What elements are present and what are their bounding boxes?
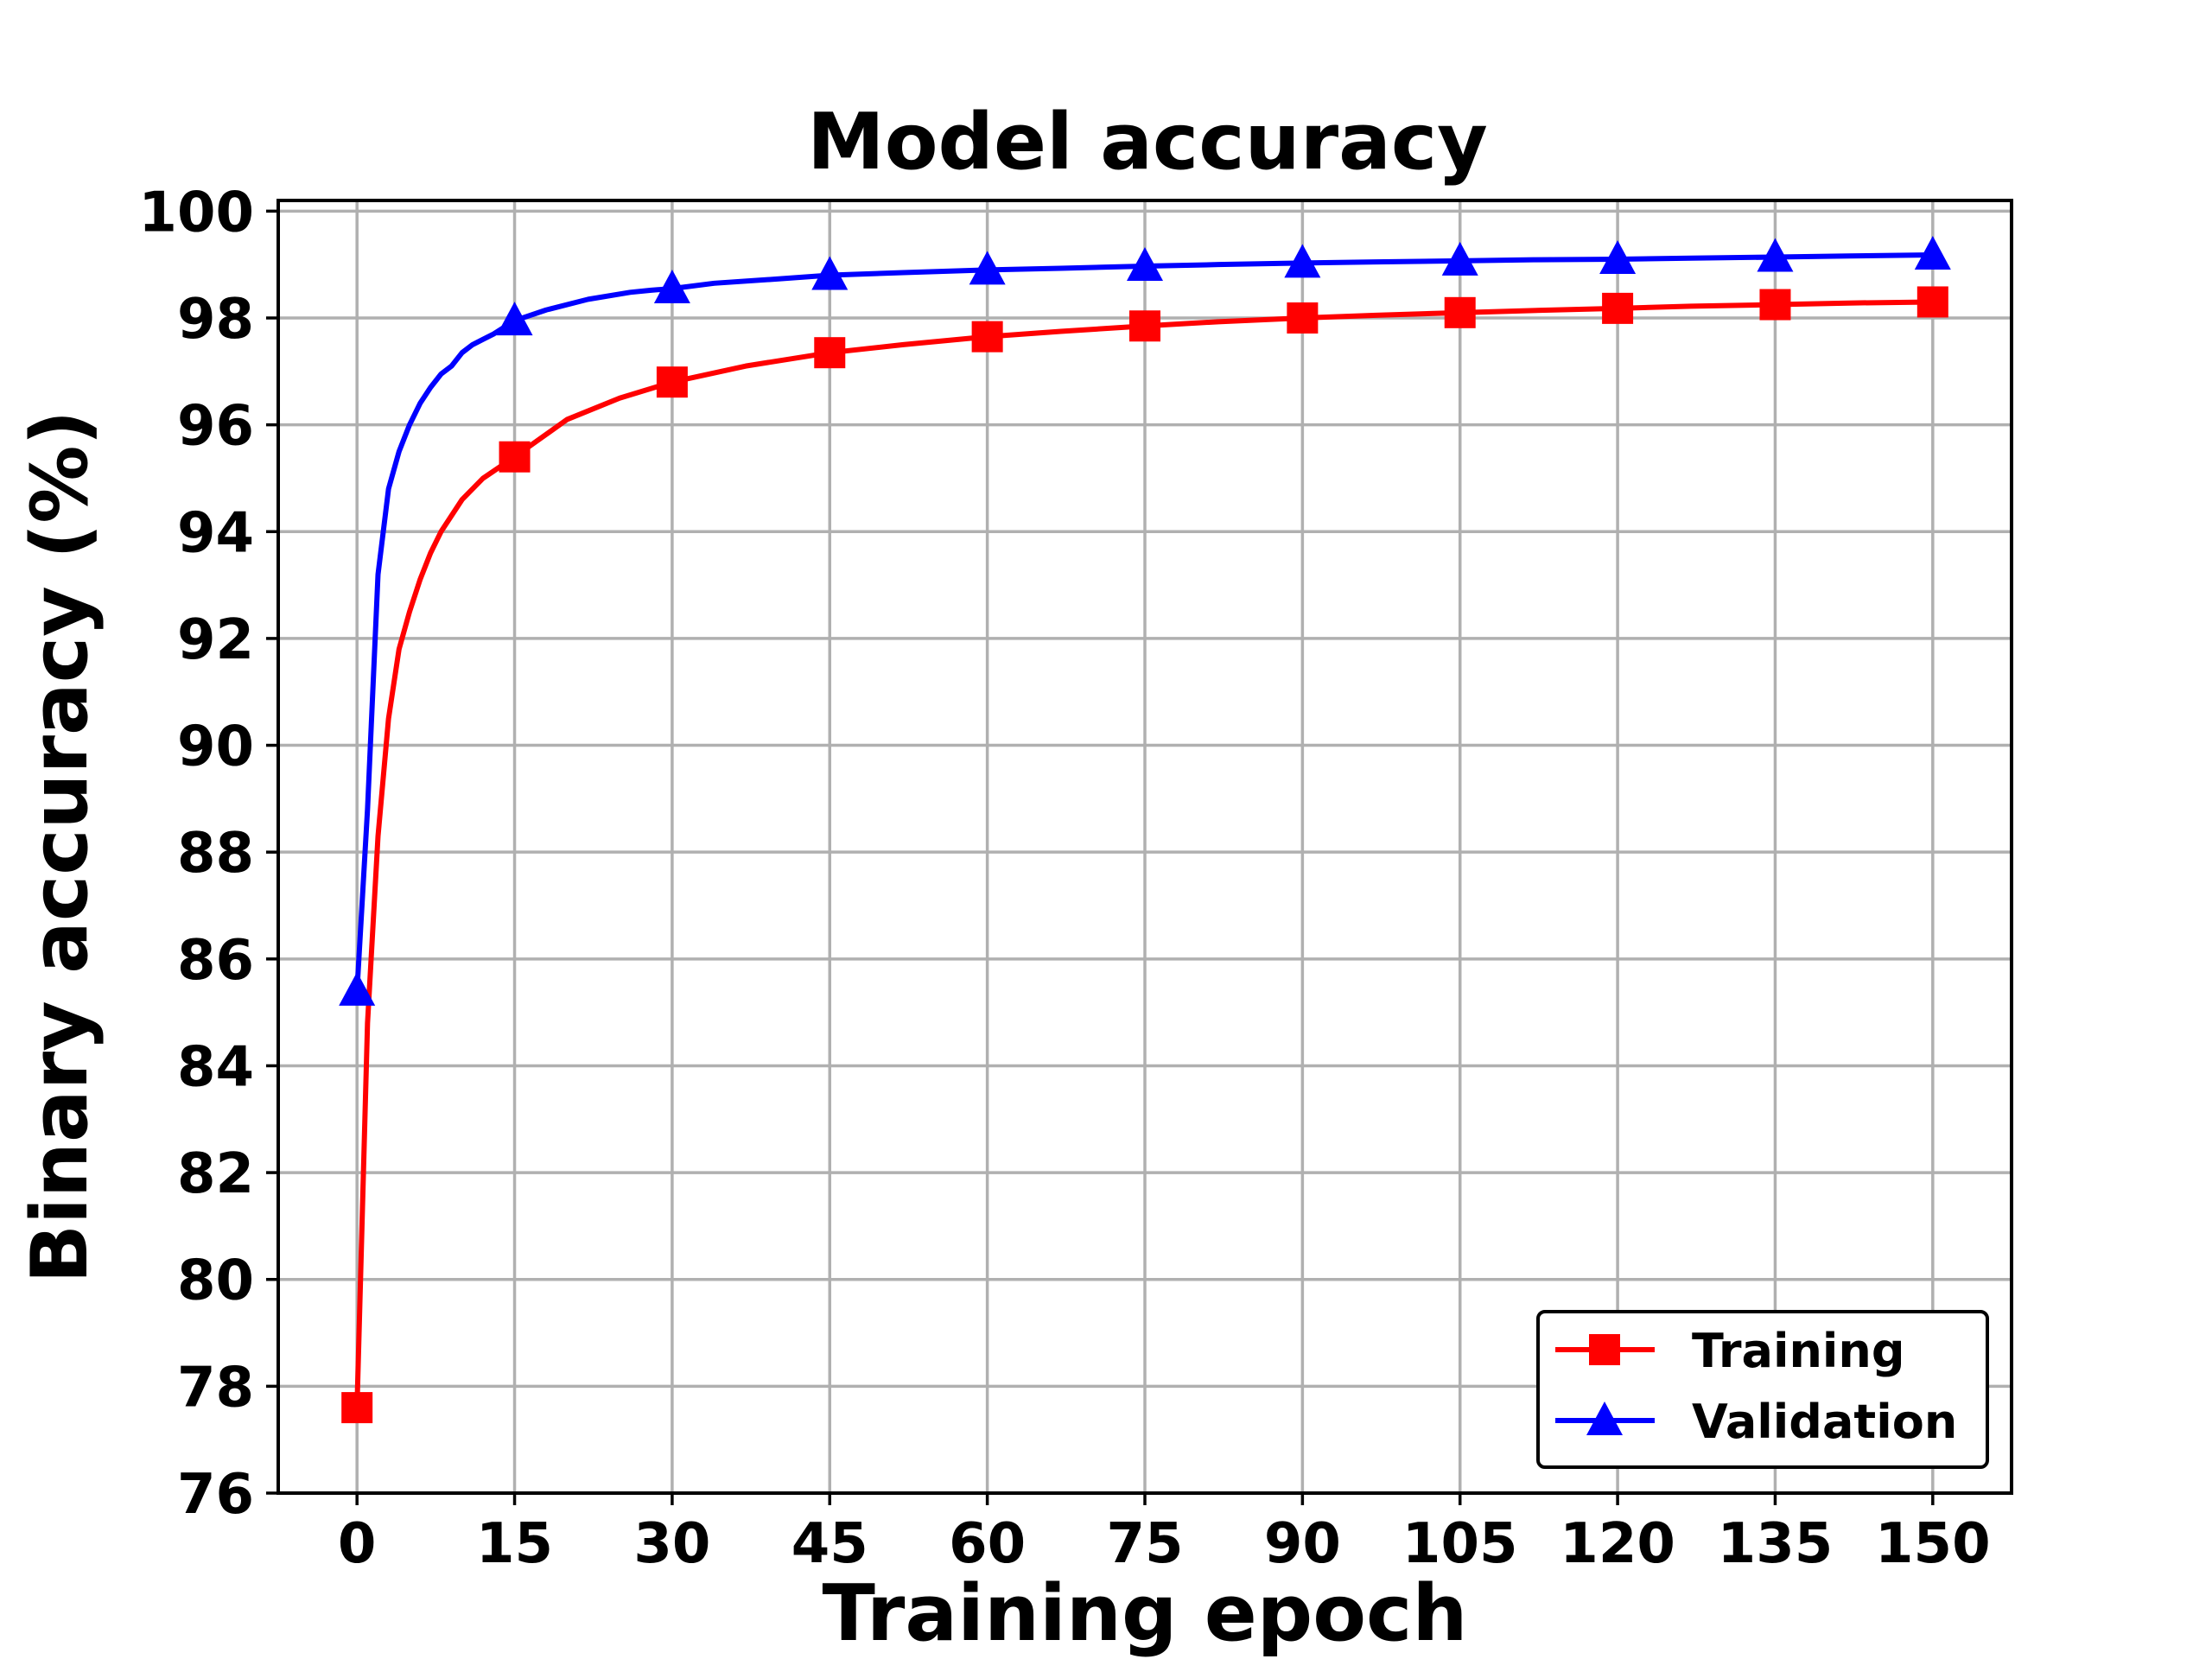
- x-tick-label: 135: [1718, 1512, 1834, 1576]
- validation-marker: [1757, 238, 1794, 272]
- x-tick-label: 120: [1560, 1512, 1675, 1576]
- training-marker: [1602, 292, 1634, 324]
- validation-marker: [1914, 236, 1951, 270]
- validation-marker: [1599, 240, 1637, 274]
- axis-ticks: 0 15 30 45 60 75 90 105 120 135 150 76 78 80 82 84 86 88 9…: [138, 181, 1990, 1576]
- legend-validation-label: Validation: [1692, 1395, 1957, 1449]
- x-tick-label: 15: [476, 1512, 553, 1576]
- x-tick-label: 45: [791, 1512, 868, 1576]
- y-tick-label: 78: [177, 1356, 254, 1420]
- validation-marker: [496, 302, 533, 336]
- training-marker: [656, 366, 688, 398]
- validation-marker: [1441, 241, 1478, 276]
- training-marker: [341, 1392, 373, 1424]
- y-tick-label: 98: [177, 288, 254, 352]
- training-marker: [1916, 286, 1948, 318]
- y-tick-label: 94: [177, 501, 254, 565]
- x-tick-label: 90: [1264, 1512, 1341, 1576]
- series-lines: [339, 236, 1951, 1424]
- training-marker: [1759, 289, 1791, 321]
- x-tick-label: 30: [633, 1512, 710, 1576]
- y-tick-label: 86: [177, 929, 254, 993]
- legend-validation-marker: [1586, 1402, 1623, 1435]
- y-tick-label: 76: [177, 1463, 254, 1527]
- training-marker: [1287, 302, 1319, 334]
- x-axis-label: Training epoch: [823, 1568, 1468, 1659]
- training-marker: [971, 321, 1003, 353]
- training-marker: [1129, 310, 1160, 342]
- y-tick-label: 92: [177, 608, 254, 672]
- x-tick-label: 60: [949, 1512, 1026, 1576]
- validation-marker: [653, 270, 690, 303]
- x-tick-label: 150: [1875, 1512, 1991, 1576]
- y-tick-label: 80: [177, 1249, 254, 1313]
- training-marker: [1444, 296, 1476, 328]
- validation-marker: [1127, 247, 1163, 282]
- y-tick-label: 82: [177, 1142, 254, 1206]
- chart-title: Model accuracy: [807, 97, 1488, 188]
- y-tick-label: 100: [138, 181, 254, 245]
- y-tick-label: 84: [177, 1035, 254, 1099]
- y-tick-label: 96: [177, 395, 254, 459]
- x-tick-label: 75: [1106, 1512, 1183, 1576]
- grid-lines: [278, 200, 2012, 1495]
- training-marker: [814, 337, 846, 369]
- y-axis-label: Binary accuracy (%): [15, 410, 105, 1283]
- legend-training-marker: [1589, 1334, 1620, 1365]
- legend: Training Validation: [1536, 1310, 1989, 1469]
- validation-marker: [1284, 244, 1321, 278]
- x-tick-label: 0: [338, 1512, 377, 1576]
- validation-marker: [339, 971, 376, 1006]
- x-tick-label: 105: [1402, 1512, 1518, 1576]
- training-series-line: [354, 299, 1936, 1411]
- legend-training-label: Training: [1692, 1324, 1905, 1378]
- validation-marker: [969, 251, 1006, 285]
- training-marker: [499, 441, 531, 473]
- y-tick-label: 88: [177, 822, 254, 886]
- validation-marker: [811, 256, 849, 290]
- y-tick-label: 90: [177, 715, 254, 779]
